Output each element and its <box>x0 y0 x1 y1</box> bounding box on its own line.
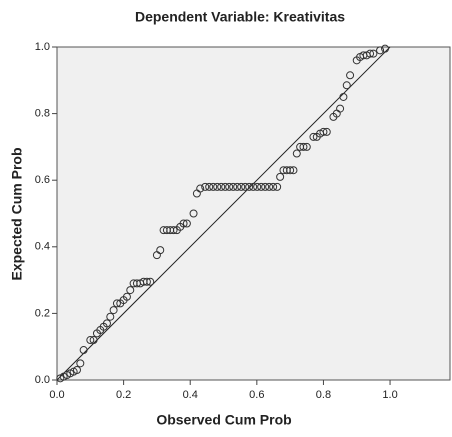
point <box>156 246 165 255</box>
point <box>366 49 375 58</box>
point <box>76 359 85 368</box>
point <box>112 299 121 308</box>
point <box>126 286 135 295</box>
point <box>346 71 355 80</box>
y-tick-label: 0.4 <box>35 241 50 253</box>
point <box>72 366 81 375</box>
point <box>286 166 295 175</box>
y-tick-label: 1.0 <box>35 41 50 53</box>
point <box>249 182 258 191</box>
point <box>213 182 222 191</box>
point <box>322 127 331 136</box>
x-tick-label: 0.2 <box>116 389 131 401</box>
point <box>336 104 345 113</box>
point <box>229 182 238 191</box>
point <box>79 346 88 355</box>
point <box>102 319 111 328</box>
x-tick-label: 0.6 <box>249 389 264 401</box>
point <box>302 142 311 151</box>
point <box>237 182 246 191</box>
point <box>241 182 250 191</box>
point <box>339 92 348 101</box>
point <box>299 142 308 151</box>
point <box>86 336 95 345</box>
y-tick-label: 0.0 <box>35 374 50 386</box>
reference-line <box>56 46 391 381</box>
point <box>122 292 131 301</box>
point <box>142 277 151 286</box>
point <box>319 127 328 136</box>
point <box>261 182 270 191</box>
point <box>265 182 274 191</box>
point <box>253 182 262 191</box>
point <box>205 182 214 191</box>
point <box>217 182 226 191</box>
point <box>292 149 301 158</box>
point <box>189 209 198 218</box>
y-tick-label: 0.2 <box>35 307 50 319</box>
point <box>233 182 242 191</box>
point <box>381 44 390 53</box>
point <box>276 172 285 181</box>
x-tick-label: 1.0 <box>382 389 397 401</box>
point <box>273 182 282 191</box>
point <box>369 49 378 58</box>
point <box>342 81 351 90</box>
point <box>225 182 234 191</box>
point <box>196 184 205 193</box>
point <box>221 182 230 191</box>
y-tick-label: 0.8 <box>35 108 50 120</box>
y-tick-label: 0.6 <box>35 174 50 186</box>
point <box>257 182 266 191</box>
point <box>179 219 188 228</box>
point <box>201 182 210 191</box>
y-axis-title: Expected Cum Prob <box>9 147 25 280</box>
x-axis-title: Observed Cum Prob <box>156 412 291 428</box>
point <box>89 336 98 345</box>
x-tick-label: 0.8 <box>316 389 331 401</box>
point <box>182 219 191 228</box>
chart-title: Dependent Variable: Kreativitas <box>135 9 345 25</box>
point <box>209 182 218 191</box>
point <box>376 46 385 55</box>
x-tick-label: 0.0 <box>49 389 64 401</box>
point <box>109 306 118 315</box>
point <box>106 312 115 321</box>
point <box>245 182 254 191</box>
point <box>309 132 318 141</box>
point <box>169 226 178 235</box>
point <box>269 182 278 191</box>
point <box>146 277 155 286</box>
x-tick-label: 0.4 <box>183 389 198 401</box>
point <box>289 166 298 175</box>
plot-area <box>56 46 451 381</box>
